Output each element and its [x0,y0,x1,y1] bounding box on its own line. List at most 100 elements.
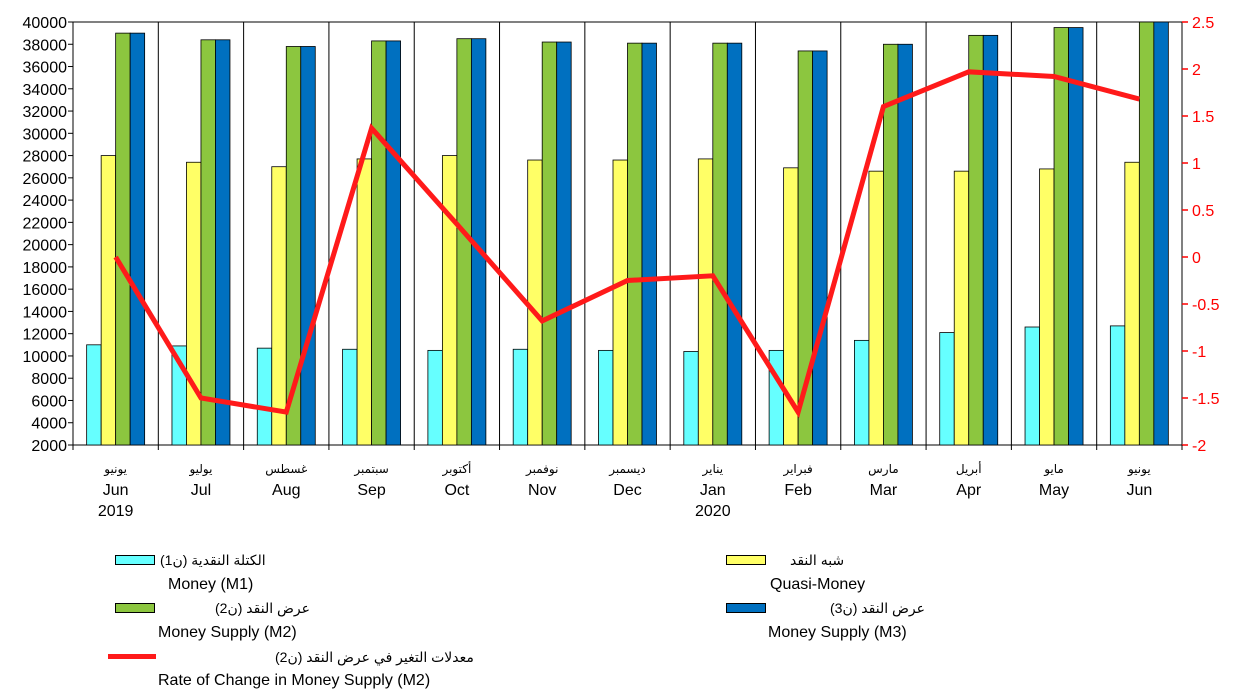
x-label-arabic: مايو [1043,462,1064,477]
bar-m3 [129,32,146,446]
bar-m1 [939,332,955,446]
legend-label-rate-ar: معدلات التغير في عرض النقد (ن2) [275,649,474,665]
rate-of-change-line [113,69,1140,419]
bar-quasi-money [100,155,117,446]
y-left-tick-label: 34000 [23,82,68,99]
legend-label-quasi-ar: شبه النقد [790,552,845,568]
bar-m2 [115,32,131,446]
y-left-tick-label: 32000 [23,104,68,121]
bar-quasi-money [697,158,714,446]
y-left-tick-label: 18000 [23,260,68,277]
y-left-tick-label: 2000 [31,438,67,455]
x-label-month: Jul [191,482,211,499]
bar-m2 [371,40,387,446]
y-left-tick-label: 20000 [23,238,68,255]
x-label-arabic: يناير [702,462,724,477]
y-left-tick-label: 4000 [31,416,67,433]
y-left-tick-label: 10000 [23,349,68,366]
x-label-year: 2019 [98,503,134,520]
money-supply-chart: 2000 4000 6000 8000 10000 12000 14000 16000 1800… [23,15,1220,520]
bar-m2 [1053,27,1069,446]
bar-m1 [86,344,102,446]
y-left-tick-label: 16000 [23,282,68,299]
x-label-arabic: فبراير [782,462,812,477]
legend-label-m3-en: Money Supply (M3) [768,624,907,641]
y-left-tick-label: 6000 [31,393,67,410]
legend-label-m1-en: Money (M1) [168,576,254,593]
x-label-arabic: سبتمبر [353,462,388,477]
y-left-tick-label: 22000 [23,215,68,232]
bar-m2 [200,39,216,446]
y-right-tick-label: -2 [1192,438,1206,455]
y-right-tick-label: -0.5 [1192,297,1220,314]
bar-m1 [512,348,529,446]
y-right-tick-label: -1.5 [1192,391,1220,408]
bar-m3 [300,46,316,446]
x-label-month: May [1039,482,1069,499]
y-left-tick-label: 36000 [23,60,68,77]
x-label-year: 2020 [695,503,731,520]
x-label-arabic: يوليو [188,462,212,477]
bar-m3 [812,50,828,446]
legend-swatch-m2 [115,603,155,613]
x-label-arabic: يونيو [103,462,127,477]
bar-quasi-money [271,166,287,446]
legend-label-m1-ar: الكتلة النقدية (ن1) [160,552,266,568]
y-right-tick-label: 2 [1192,62,1201,79]
bar-m1 [256,347,273,446]
legend-label-m2-ar: عرض النقد (ن2) [215,600,311,616]
bar-quasi-money [527,159,543,446]
x-label-month: Nov [528,482,556,499]
bar-m1 [854,339,870,446]
y-left-tick-label: 28000 [23,149,68,166]
bar-m2 [541,41,558,446]
x-label-arabic: أكتوبر [441,461,471,477]
x-label-arabic: ديسمبر [608,462,646,477]
y-left-tick-label: 30000 [23,126,68,143]
x-label-month: Oct [444,482,469,499]
y-left-tick-label: 38000 [23,37,68,54]
y-right-tick-label: 1.5 [1192,109,1214,126]
y-left-tick-label: 26000 [23,171,68,188]
bar-quasi-money [1124,161,1140,446]
x-label-month: Jun [103,482,129,499]
legend-swatch-quasi [726,555,766,565]
y-right-tick-label: -1 [1192,344,1206,361]
y-left-tick-label: 12000 [23,327,68,344]
y-left-tick-label: 8000 [31,371,67,388]
bar-m2 [712,42,728,446]
x-label-month: Feb [784,482,812,499]
bar-m1 [598,349,614,446]
bar-m2 [627,42,643,446]
bar-m1 [1024,326,1040,446]
legend-label-m2-en: Money Supply (M2) [158,624,297,641]
bar-m3 [1153,21,1169,446]
legend-swatch-rate [108,654,156,659]
bar-quasi-money [953,170,970,446]
y-left-tick-label: 24000 [23,193,68,210]
bar-quasi-money [1039,168,1055,446]
bar-quasi-money [356,158,372,446]
bar-m3 [897,43,913,446]
bar-m2 [968,34,984,446]
x-label-arabic: نوفمبر [525,462,558,477]
y-right-tick-label: 0.5 [1192,203,1214,220]
bar-m1 [1109,325,1126,446]
bar-m3 [982,34,999,446]
bar-quasi-money [441,155,458,446]
y-left-tick-label: 14000 [23,304,68,321]
bar-m3 [556,41,572,446]
y-right-tick-label: 0 [1192,250,1201,267]
x-label-arabic: غسطس [265,462,307,477]
legend-swatch-m1 [115,555,155,565]
bar-m2 [1138,21,1155,446]
bar-m1 [342,348,358,446]
y-right-tick-label: 1 [1192,156,1201,173]
x-label-month: Sep [357,482,386,499]
bar-m1 [683,351,699,446]
bar-m1 [427,349,443,446]
x-label-month: Jan [700,482,726,499]
legend-label-quasi-en: Quasi-Money [770,576,866,593]
bar-quasi-money [186,161,202,446]
bar-m3 [385,40,401,446]
